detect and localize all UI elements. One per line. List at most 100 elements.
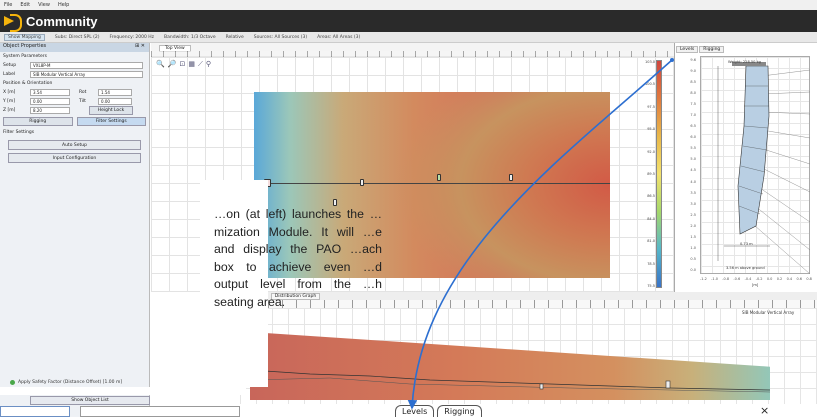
rot-label: Rot xyxy=(79,90,87,95)
y-tick: 9.0 xyxy=(690,69,696,74)
section-system: System Parameters xyxy=(0,52,149,61)
y-tick: 7.0 xyxy=(690,113,696,118)
callout-mask-lower xyxy=(0,387,246,395)
bottom-tab-levels[interactable]: Levels xyxy=(395,405,435,417)
y-tick: 0.5 xyxy=(690,256,696,261)
z-row: Z [m] 8.20 Height Lock xyxy=(0,106,149,115)
y-tick: 6.0 xyxy=(690,135,696,140)
mode-buttons: Rigging Filter Settings xyxy=(0,115,149,128)
x-tick: 0.0 xyxy=(766,277,773,281)
label-label: Label xyxy=(3,72,16,77)
rot-field[interactable]: 1.54 xyxy=(98,89,132,96)
colorbar-tick: 81.0 xyxy=(647,239,655,244)
filter-section-label: Filter Settings xyxy=(3,130,35,135)
grid-icon[interactable]: ▦ xyxy=(188,60,195,68)
rigging-tabs: Levels Rigging xyxy=(676,46,725,53)
menu-help[interactable]: Help xyxy=(57,2,70,8)
y-tick: 5.0 xyxy=(690,157,696,162)
colorbar-tick: 100.5 xyxy=(645,82,656,87)
menu-file[interactable]: File xyxy=(4,2,13,8)
height-lock-button[interactable]: Height Lock xyxy=(89,106,133,115)
menu-edit[interactable]: Edit xyxy=(20,2,31,8)
speaker-marker[interactable] xyxy=(509,174,513,181)
y-field[interactable]: 0.00 xyxy=(30,98,70,105)
speaker-marker[interactable] xyxy=(360,179,364,186)
x-tick: -1.2 xyxy=(700,277,707,281)
tilt-field[interactable]: 0.00 xyxy=(98,98,132,105)
subs-select[interactable]: Subs: Direct SPL (2) xyxy=(54,34,100,40)
y-row: Y [m] 0.00 Tilt 0.00 xyxy=(0,97,149,106)
y-tick: 7.5 xyxy=(690,102,696,107)
y-tick: 5.5 xyxy=(690,146,696,151)
input-configuration-button[interactable]: Input Configuration xyxy=(8,153,141,163)
zoom-fit-icon[interactable]: ⊡ xyxy=(179,60,186,68)
array-axis-line xyxy=(254,183,610,184)
zoom-in-icon[interactable]: 🔍 xyxy=(156,60,165,68)
section-system-label: System Parameters xyxy=(3,54,47,59)
z-field[interactable]: 8.20 xyxy=(30,107,70,114)
sources-select[interactable]: Sources: All Sources (3) xyxy=(253,34,308,40)
auto-setup-button[interactable]: Auto Setup xyxy=(8,140,141,150)
tab-levels[interactable]: Levels xyxy=(676,46,699,53)
colorbar-tick: 103.0 xyxy=(645,60,656,64)
y-tick: 4.5 xyxy=(690,168,696,173)
measure-icon[interactable]: ⟋ xyxy=(197,60,203,68)
x-field[interactable]: 3.54 xyxy=(30,89,70,96)
show-mapping-button[interactable]: Show Mapping xyxy=(4,33,45,41)
speaker-marker[interactable] xyxy=(437,174,441,181)
x-tick: -1.0 xyxy=(711,277,718,281)
view-tools: 🔍 🔎 ⊡ ▦ ⟋ ⚲ xyxy=(156,60,211,69)
x-row: X [m] 3.54 Rot 1.54 xyxy=(0,88,149,97)
menu-view[interactable]: View xyxy=(38,2,50,8)
y-tick: 2.5 xyxy=(690,212,696,217)
bottom-button-middle[interactable] xyxy=(80,406,240,417)
z-label: Z [m] xyxy=(3,108,16,113)
filter-settings-button[interactable]: Filter Settings xyxy=(76,117,146,126)
top-ruler xyxy=(151,51,674,57)
areas-select[interactable]: Areas: All Areas (3) xyxy=(317,34,361,40)
x-tick: -0.8 xyxy=(722,277,730,281)
y-tick: 4.0 xyxy=(690,179,696,184)
pin-icon[interactable]: ⊞ ✕ xyxy=(135,43,145,49)
setup-select[interactable]: VXL8P-M xyxy=(30,62,143,69)
x-label: X [m] xyxy=(3,90,16,95)
frequency-select[interactable]: Frequency: 2000 Hz xyxy=(109,34,155,40)
filter-section: Filter Settings xyxy=(0,128,149,137)
speaker-marker[interactable] xyxy=(333,199,337,206)
y-label: Y [m] xyxy=(3,99,16,104)
mapping-toolbar: Show Mapping Subs: Direct SPL (2) Freque… xyxy=(0,32,817,43)
y-tick: 2.0 xyxy=(690,223,696,228)
marker-icon[interactable]: ⚲ xyxy=(205,60,211,68)
safety-factor-option[interactable]: Apply Safety Factor (Distance Offset) [1… xyxy=(10,380,122,385)
app-header: Community xyxy=(0,10,817,32)
x-tick: 0.8 xyxy=(806,277,812,281)
bottom-button-left[interactable] xyxy=(0,406,70,417)
show-object-list-button[interactable]: Show Object List xyxy=(30,396,150,405)
spl-colorbar xyxy=(656,60,662,288)
y-tick: 1.0 xyxy=(690,245,696,250)
rigging-button[interactable]: Rigging xyxy=(3,117,73,126)
y-tick: 3.0 xyxy=(690,201,696,206)
colorbar-tick: 95.0 xyxy=(647,127,655,132)
bandwidth-select[interactable]: Bandwidth: 1/3 Octave xyxy=(164,34,216,40)
bottom-tab-bar: Levels Rigging xyxy=(395,405,482,417)
tab-distribution-graph[interactable]: Distribution Graph xyxy=(270,292,321,300)
depth-label: 0.73 m xyxy=(740,242,753,246)
label-row: Label SIB Modular Vertical Array xyxy=(0,70,149,79)
radio-icon[interactable] xyxy=(10,380,15,385)
bottom-tab-rigging[interactable]: Rigging xyxy=(437,405,482,417)
y-tick: 3.5 xyxy=(690,190,696,195)
x-tick: -0.2 xyxy=(755,277,763,281)
x-tick: 0.2 xyxy=(776,277,783,281)
zoom-out-icon[interactable]: 🔎 xyxy=(167,60,177,68)
close-icon[interactable]: × xyxy=(760,404,770,417)
colorbar-tick: 97.5 xyxy=(647,104,655,109)
tab-rigging[interactable]: Rigging xyxy=(699,46,725,53)
rigging-y-ticks: 9.6 9.0 8.5 8.0 7.5 7.0 6.5 6.0 5.5 5.0 … xyxy=(680,58,696,272)
label-field[interactable]: SIB Modular Vertical Array xyxy=(30,71,143,78)
array-profile xyxy=(717,62,810,274)
section-position-label: Position & Orientation xyxy=(3,81,53,86)
setup-label: Setup xyxy=(3,63,17,68)
relative-checkbox[interactable]: Relative xyxy=(225,34,244,40)
app-logo: Community xyxy=(4,14,98,32)
